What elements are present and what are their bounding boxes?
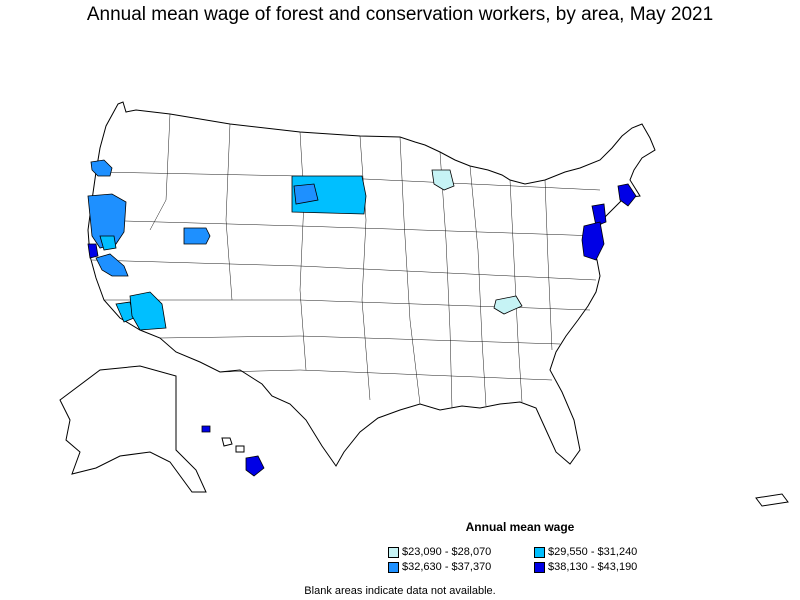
area-hawaii-small-1	[201, 425, 211, 433]
area-wisconsin	[431, 169, 455, 191]
area-hawaii-small-3	[235, 445, 245, 453]
legend-label-tier4: $38,130 - $43,190	[548, 561, 638, 573]
area-hawaii-big	[245, 455, 265, 477]
area-mid-atlantic	[581, 221, 605, 261]
contiguous-us-outline	[87, 101, 656, 467]
area-kentucky	[493, 295, 523, 315]
legend-label-tier1: $23,090 - $28,070	[402, 546, 492, 558]
area-sacramento	[99, 235, 117, 251]
legend-swatch-tier1	[388, 546, 399, 558]
legend-swatch-tier4	[534, 561, 545, 573]
area-maine-nh	[617, 183, 637, 207]
area-oregon-coast	[90, 159, 113, 177]
legend-swatch-tier2	[534, 546, 545, 558]
area-central-california	[95, 253, 129, 277]
map-title: Annual mean wage of forest and conservat…	[86, 4, 714, 25]
area-sd-west	[293, 183, 319, 205]
legend-label-tier2: $29,550 - $31,240	[548, 546, 638, 558]
area-sf-bay	[87, 243, 99, 259]
legend-item-tier1: $23,090 - $28,070	[388, 546, 491, 558]
area-puerto-rico	[755, 493, 789, 507]
area-north-california	[87, 193, 127, 249]
legend-item-tier4: $38,130 - $43,190	[534, 561, 637, 573]
area-alaska	[59, 365, 207, 493]
area-hawaii-small-2	[221, 437, 233, 447]
area-new-england	[591, 203, 607, 227]
legend-item-tier2: $29,550 - $31,240	[534, 546, 637, 558]
footnote: Blank areas indicate data not available.	[304, 585, 496, 597]
legend-item-tier3: $32,630 - $37,370	[388, 561, 491, 573]
area-utah	[183, 227, 211, 245]
legend-swatch-tier3	[388, 561, 399, 573]
area-arizona	[129, 291, 167, 331]
legend-label-tier3: $32,630 - $37,370	[402, 561, 492, 573]
legend-title: Annual mean wage	[465, 520, 575, 534]
